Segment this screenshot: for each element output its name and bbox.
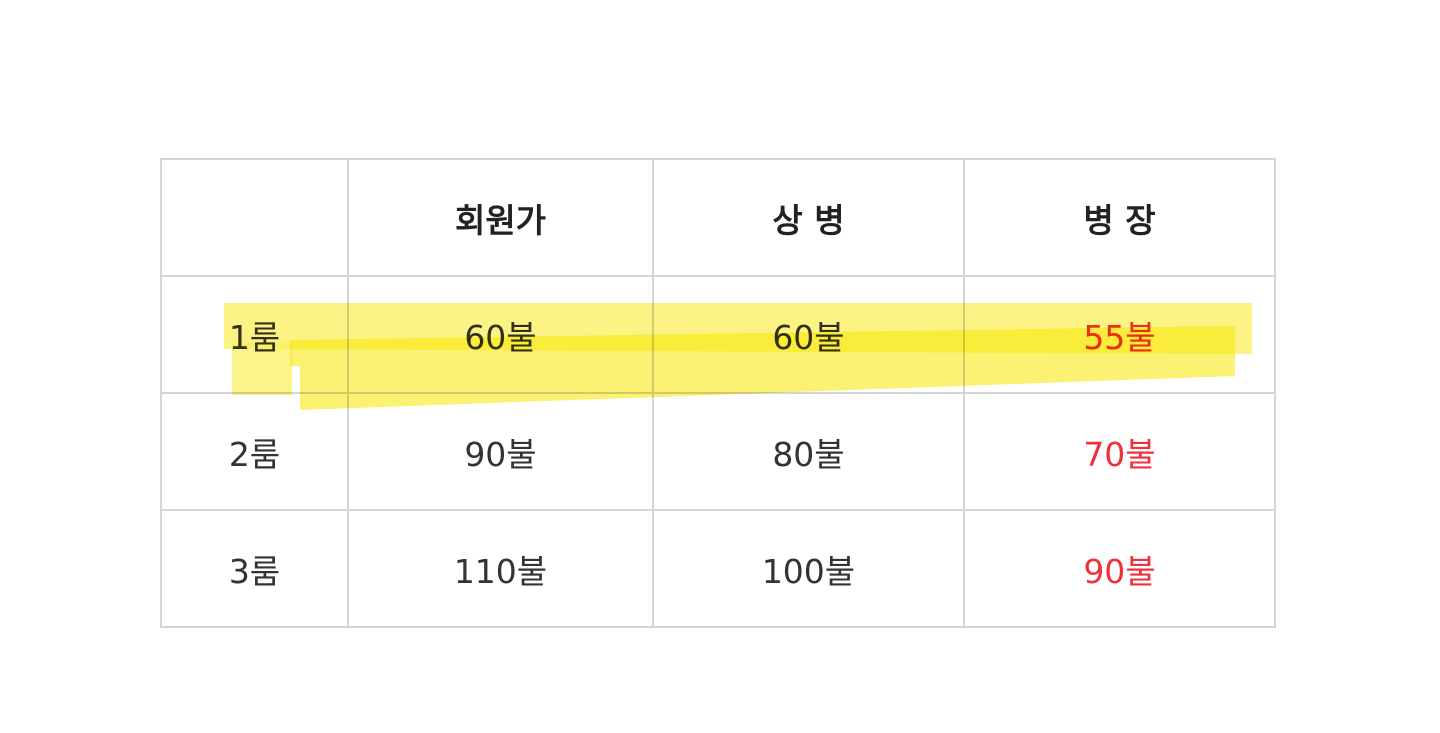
sangbyeong-price: 60불 xyxy=(652,275,965,394)
sangbyeong-price: 80불 xyxy=(652,392,965,511)
header-member-price: 회원가 xyxy=(347,158,654,277)
table-row: 1룸 60불 60불 55불 xyxy=(160,275,1276,394)
member-price: 110불 xyxy=(347,509,654,628)
header-empty xyxy=(160,158,349,277)
table-row: 3룸 110불 100불 90불 xyxy=(160,509,1276,628)
room-label: 3룸 xyxy=(160,509,349,628)
byeongjang-price: 90불 xyxy=(963,509,1276,628)
table-row: 2룸 90불 80불 70불 xyxy=(160,392,1276,511)
header-byeongjang: 병 장 xyxy=(963,158,1276,277)
room-label: 2룸 xyxy=(160,392,349,511)
byeongjang-price: 55불 xyxy=(963,275,1276,394)
byeongjang-price: 70불 xyxy=(963,392,1276,511)
member-price: 60불 xyxy=(347,275,654,394)
price-table: 회원가 상 병 병 장 1룸 60불 60불 55불 2룸 90불 80불 70… xyxy=(160,158,1276,628)
header-sangbyeong: 상 병 xyxy=(652,158,965,277)
sangbyeong-price: 100불 xyxy=(652,509,965,628)
room-label: 1룸 xyxy=(160,275,349,394)
member-price: 90불 xyxy=(347,392,654,511)
header-row: 회원가 상 병 병 장 xyxy=(160,158,1276,277)
